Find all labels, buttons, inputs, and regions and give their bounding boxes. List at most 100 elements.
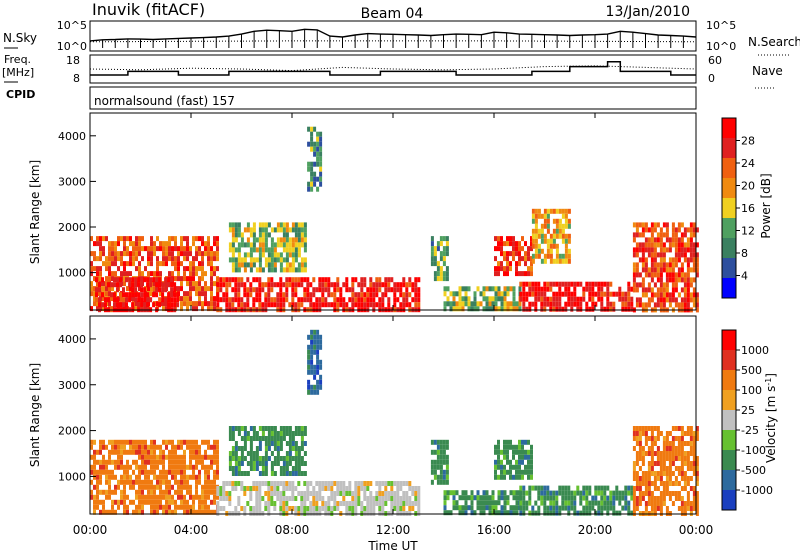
heatmap-cell (570, 490, 574, 496)
heatmap-cell (111, 246, 114, 252)
heatmap-cell (635, 426, 639, 431)
heatmap-cell (527, 271, 530, 277)
heatmap-cell (102, 509, 105, 515)
heatmap-cell (177, 261, 180, 267)
heatmap-cell (180, 301, 183, 307)
heatmap-cell (500, 495, 504, 501)
heatmap-cell (138, 444, 141, 450)
heatmap-cell (632, 232, 636, 238)
heatmap-cell (186, 484, 189, 490)
heatmap-cell (439, 251, 443, 257)
heatmap-cell (231, 262, 235, 268)
heatmap-cell (662, 501, 666, 506)
heatmap-cell (641, 262, 645, 268)
heatmap-cell (408, 481, 412, 486)
heatmap-cell (357, 486, 361, 491)
heatmap-cell (635, 436, 639, 441)
colorbar-tick-label: -1000 (741, 484, 773, 497)
heatmap-cell (264, 297, 268, 303)
heatmap-cell (198, 286, 201, 292)
heatmap-cell (249, 446, 253, 451)
heatmap-cell (647, 501, 651, 506)
heatmap-cell (111, 276, 114, 282)
heatmap-cell (537, 485, 541, 491)
heatmap-cell (114, 261, 117, 267)
heatmap-cell (546, 495, 550, 501)
heatmap-cell (695, 252, 699, 258)
heatmap-cell (93, 286, 96, 292)
heatmap-cell (183, 509, 186, 515)
heatmap-cell (689, 277, 693, 283)
heatmap-cell (411, 491, 415, 496)
heatmap-cell (527, 266, 530, 272)
heatmap-cell (650, 456, 654, 461)
heatmap-cell (482, 495, 486, 501)
heatmap-cell (264, 446, 268, 451)
heatmap-cell (99, 489, 102, 495)
heatmap-cell (105, 479, 108, 485)
colorbar-swatch (722, 370, 736, 390)
heatmap-cell (558, 228, 562, 234)
heatmap-cell (491, 306, 495, 312)
heatmap-cell (252, 287, 256, 293)
heatmap-cell (408, 302, 412, 308)
heatmap-cell (204, 509, 207, 515)
heatmap-cell (159, 474, 162, 480)
heatmap-cell (141, 246, 144, 252)
heatmap-cell (186, 489, 189, 495)
heatmap-cell (216, 292, 220, 298)
heatmap-cell (107, 277, 110, 283)
heatmap-cell (692, 471, 696, 476)
heatmap-cell (692, 297, 696, 303)
heatmap-cell (650, 287, 654, 293)
heatmap-cell (282, 481, 286, 486)
heatmap-cell (436, 246, 440, 252)
heatmap-cell (321, 501, 325, 506)
heatmap-cell (216, 246, 219, 252)
heatmap-cell (297, 426, 301, 431)
heatmap-cell (488, 286, 492, 292)
heatmap-cell (189, 276, 192, 282)
heatmap-cell (316, 136, 320, 142)
heatmap-cell (291, 237, 295, 243)
heatmap-cell (396, 501, 400, 506)
heatmap-cell (327, 302, 331, 308)
heatmap-cell (506, 301, 510, 307)
heatmap-cell (153, 286, 156, 292)
heatmap-cell (93, 296, 96, 302)
velocity-cells (90, 329, 699, 516)
heatmap-cell (126, 504, 129, 510)
heatmap-cell (165, 454, 168, 460)
heatmap-cell (156, 444, 159, 450)
heatmap-cell (216, 266, 219, 272)
heatmap-cell (506, 439, 509, 445)
heatmap-cell (310, 364, 314, 370)
heatmap-cell (201, 504, 204, 510)
heatmap-cell (240, 486, 244, 491)
heatmap-cell (243, 262, 247, 268)
heatmap-cell (279, 277, 283, 283)
heatmap-cell (186, 509, 189, 515)
heatmap-cell (650, 461, 654, 466)
heatmap-cell (381, 501, 385, 506)
heatmap-cell (279, 466, 283, 471)
heatmap-cell (455, 505, 459, 511)
heatmap-cell (177, 454, 180, 460)
heatmap-cell (369, 302, 373, 308)
heatmap-cell (543, 233, 547, 239)
heatmap-cell (123, 509, 126, 515)
heatmap-cell (333, 491, 337, 496)
heatmap-cell (656, 297, 660, 303)
heatmap-cell (443, 286, 447, 292)
heatmap-cell (252, 262, 256, 268)
heatmap-cell (680, 252, 684, 258)
heatmap-cell (390, 501, 394, 506)
heatmap-cell (216, 506, 220, 511)
heatmap-cell (615, 495, 619, 501)
heatmap-cell (138, 509, 141, 515)
heatmap-cell (414, 292, 418, 298)
heatmap-cell (351, 282, 355, 288)
heatmap-cell (485, 296, 489, 302)
heatmap-cell (108, 454, 111, 460)
heatmap-cell (213, 469, 216, 475)
